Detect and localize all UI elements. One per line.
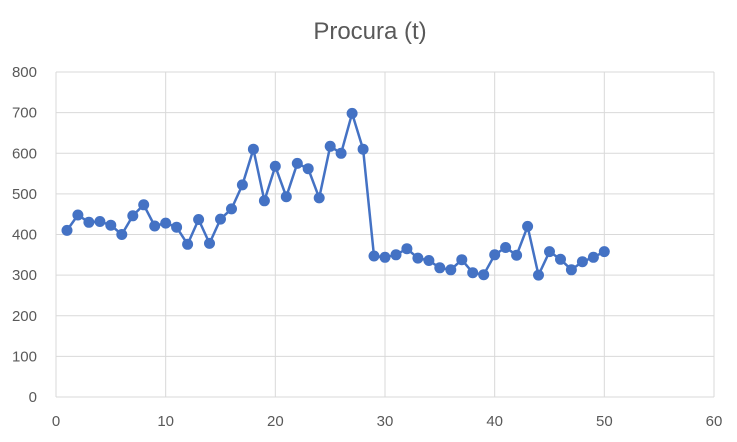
data-point bbox=[171, 221, 183, 233]
data-point bbox=[390, 249, 402, 261]
y-tick-label: 600 bbox=[12, 145, 37, 162]
data-point bbox=[368, 250, 380, 262]
data-point bbox=[467, 267, 479, 279]
y-tick-label: 500 bbox=[12, 186, 37, 203]
data-point bbox=[511, 249, 523, 261]
data-point bbox=[489, 249, 501, 261]
chart-title: Procura (t) bbox=[313, 18, 426, 45]
x-tick-label: 0 bbox=[52, 413, 60, 430]
data-point bbox=[193, 214, 205, 225]
data-series bbox=[61, 107, 610, 281]
data-point bbox=[346, 107, 358, 119]
y-tick-label: 200 bbox=[12, 308, 37, 325]
data-point bbox=[215, 213, 226, 225]
data-point bbox=[138, 199, 150, 211]
data-point bbox=[533, 269, 544, 281]
data-point bbox=[105, 219, 117, 231]
y-tick-label: 700 bbox=[12, 105, 37, 122]
data-point bbox=[587, 251, 599, 263]
data-point bbox=[226, 203, 237, 215]
data-point bbox=[456, 254, 468, 266]
data-point bbox=[269, 160, 281, 172]
data-point bbox=[204, 237, 215, 249]
data-point bbox=[313, 192, 325, 204]
y-tick-label: 100 bbox=[12, 348, 37, 365]
data-point bbox=[61, 224, 73, 236]
data-point bbox=[445, 264, 457, 276]
data-point bbox=[291, 157, 303, 169]
data-point bbox=[149, 220, 161, 232]
data-point bbox=[434, 262, 446, 274]
y-axis-tick-labels: 0 100 200 300 400 500 600 700 800 bbox=[12, 64, 37, 406]
data-point bbox=[423, 255, 435, 266]
data-point bbox=[379, 251, 391, 263]
data-point bbox=[258, 195, 270, 207]
data-point bbox=[324, 140, 336, 152]
data-point bbox=[598, 246, 610, 258]
data-point bbox=[335, 147, 347, 159]
x-tick-label: 30 bbox=[377, 413, 394, 430]
x-tick-label: 40 bbox=[486, 413, 503, 430]
data-point bbox=[522, 220, 534, 232]
data-point bbox=[412, 252, 424, 264]
data-point bbox=[182, 238, 194, 250]
data-point bbox=[357, 143, 369, 155]
y-tick-label: 0 bbox=[29, 389, 37, 406]
data-point bbox=[160, 217, 172, 229]
data-point bbox=[72, 209, 84, 221]
data-point bbox=[236, 179, 248, 191]
data-point bbox=[116, 229, 128, 240]
y-tick-label: 800 bbox=[12, 64, 37, 81]
x-axis-tick-labels: 0 10 20 30 40 50 60 bbox=[52, 413, 723, 430]
data-point bbox=[94, 216, 106, 227]
gridlines bbox=[55, 71, 715, 398]
data-point bbox=[127, 210, 139, 222]
data-point bbox=[478, 269, 490, 281]
data-point bbox=[401, 243, 413, 255]
x-tick-label: 50 bbox=[596, 413, 613, 430]
data-point bbox=[83, 216, 95, 228]
data-point bbox=[555, 253, 566, 265]
data-point bbox=[565, 264, 577, 276]
x-tick-label: 10 bbox=[157, 413, 174, 430]
data-point bbox=[576, 256, 588, 268]
x-tick-label: 20 bbox=[267, 413, 284, 430]
data-point bbox=[544, 246, 555, 258]
data-point bbox=[247, 143, 259, 155]
y-tick-label: 400 bbox=[12, 227, 37, 244]
data-point bbox=[302, 163, 314, 175]
data-point bbox=[280, 191, 292, 203]
data-point bbox=[500, 242, 512, 253]
x-tick-label: 60 bbox=[706, 413, 723, 430]
y-tick-label: 300 bbox=[12, 267, 37, 284]
